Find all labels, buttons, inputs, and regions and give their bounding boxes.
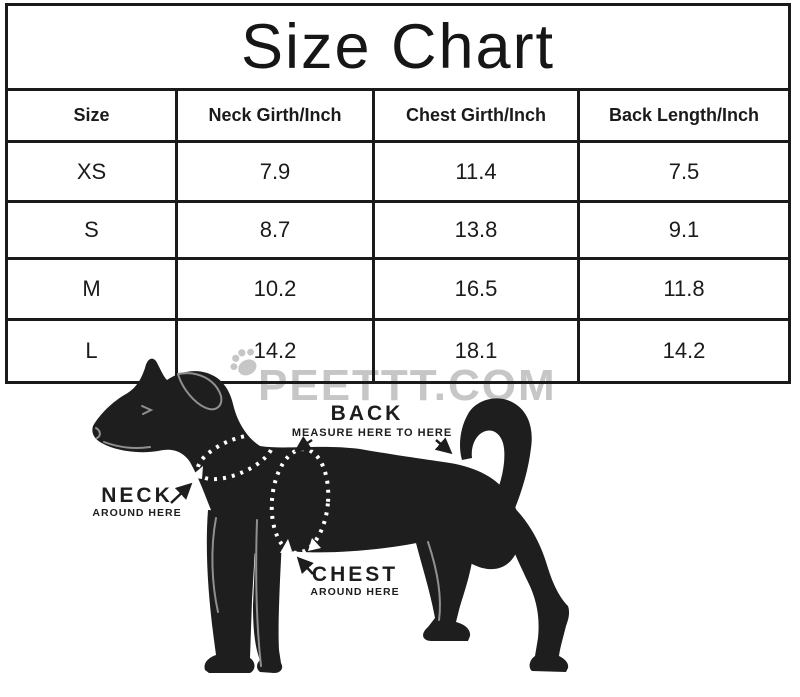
chest-sublabel: AROUND HERE [310,586,399,598]
neck-label: NECK [101,484,173,507]
col-header-chest: Chest Girth/Inch [375,91,580,143]
chest-arrow [296,556,314,575]
paw-print-icon [230,348,257,376]
back-arrow-left [294,436,313,452]
dog-detail-lines [95,372,441,667]
row-xs-size: XS [8,143,178,203]
row-s-size: S [8,203,178,260]
chest-label: CHEST [312,563,398,586]
row-s-chest: 13.8 [375,203,580,260]
col-header-size: Size [8,91,178,143]
size-chart-table: Size Chart Size Neck Girth/Inch Chest Gi… [5,3,791,384]
col-header-neck: Neck Girth/Inch [178,91,375,143]
row-xs-chest: 11.4 [375,143,580,203]
row-m-size: M [8,260,178,321]
neck-annotation: NECK AROUND HERE [92,482,193,519]
size-table-grid: Size Neck Girth/Inch Chest Girth/Inch Ba… [8,91,788,381]
row-m-back: 11.8 [580,260,788,321]
back-arrow-right [434,437,453,455]
row-m-chest: 16.5 [375,260,580,321]
chest-annotation: CHEST AROUND HERE [296,556,399,598]
back-annotation: BACK MEASURE HERE TO HERE [292,402,453,455]
row-l-back: 14.2 [662,338,706,363]
dog-silhouette-icon [92,358,570,673]
back-sublabel: MEASURE HERE TO HERE [292,427,452,439]
neck-arrow [170,482,193,504]
neck-sublabel: AROUND HERE [92,507,181,519]
row-l-neck: 14.2 [178,321,375,381]
page-title: Size Chart [8,6,788,91]
row-m-neck: 10.2 [178,260,375,321]
row-l-size: L [8,321,178,381]
row-xs-back: 7.5 [580,143,788,203]
dog-measurement-diagram: BACK MEASURE HERE TO HERE NECK AROUND HE… [92,358,570,673]
row-l-chest: 18.1 [375,321,580,381]
chest-measure-ellipse [269,447,331,555]
row-xs-neck: 7.9 [178,143,375,203]
col-header-back: Back Length/Inch [580,91,788,143]
neck-measure-ellipse [190,432,275,482]
row-s-back: 9.1 [580,203,788,260]
row-s-neck: 8.7 [178,203,375,260]
back-label: BACK [331,402,404,425]
